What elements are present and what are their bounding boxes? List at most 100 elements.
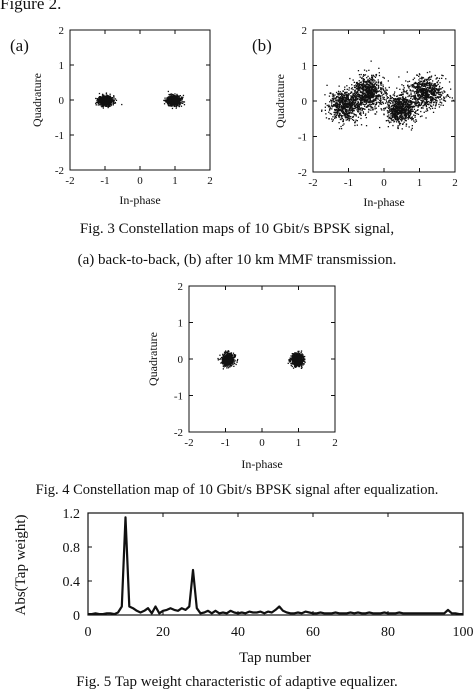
data-point [233, 354, 236, 356]
data-point [390, 97, 392, 100]
data-point [367, 78, 369, 81]
data-point [384, 90, 386, 92]
data-point [428, 103, 430, 105]
data-point [399, 100, 401, 102]
data-point [397, 102, 399, 104]
data-point [372, 107, 374, 109]
data-point [381, 91, 383, 93]
data-point [356, 94, 358, 96]
data-point [396, 110, 398, 112]
data-point [108, 100, 110, 103]
data-point [336, 105, 339, 107]
data-point [365, 94, 367, 96]
data-point [425, 87, 427, 89]
data-point [98, 104, 100, 106]
data-point [355, 105, 357, 108]
data-point [357, 70, 360, 72]
data-point [358, 85, 360, 87]
data-point [169, 104, 171, 106]
data-point [361, 88, 363, 90]
data-point [167, 90, 169, 93]
data-point [342, 112, 345, 114]
data-point [394, 114, 396, 116]
data-point [347, 102, 349, 104]
data-point [372, 83, 374, 85]
data-point [376, 84, 378, 87]
data-point [170, 101, 172, 104]
data-point [426, 83, 428, 85]
data-point [390, 100, 393, 102]
data-point [361, 93, 364, 95]
data-point [428, 87, 430, 89]
data-point [110, 104, 113, 106]
data-point [423, 104, 425, 107]
data-point [110, 100, 112, 103]
data-point [404, 117, 407, 119]
data-point [114, 98, 117, 100]
data-point [347, 117, 349, 119]
data-point [112, 99, 114, 101]
data-point [357, 116, 360, 118]
data-point [367, 75, 369, 77]
data-point [441, 77, 443, 79]
data-point [354, 122, 356, 124]
data-point [391, 108, 394, 110]
data-point [428, 81, 431, 84]
data-point [418, 91, 420, 93]
data-point [173, 101, 175, 103]
data-point [369, 105, 371, 107]
data-point [426, 90, 428, 92]
data-point [408, 111, 410, 113]
data-point [339, 112, 341, 115]
data-point [222, 356, 224, 359]
data-point [382, 86, 384, 88]
data-point [332, 98, 334, 100]
data-point [407, 105, 410, 107]
data-point [422, 80, 424, 82]
data-point [341, 117, 343, 119]
data-point [171, 94, 173, 96]
data-point [406, 102, 408, 104]
data-point [450, 88, 452, 90]
data-point [425, 98, 428, 100]
data-point [358, 87, 360, 89]
data-point [106, 99, 109, 102]
data-point [367, 92, 369, 94]
data-point [99, 100, 102, 103]
data-point [422, 89, 425, 91]
data-point [411, 101, 413, 103]
data-point [170, 104, 173, 106]
data-point [404, 110, 406, 112]
data-point [360, 95, 362, 97]
data-point [372, 94, 374, 96]
data-point [407, 110, 409, 112]
data-point [417, 88, 419, 90]
data-point [391, 112, 393, 115]
data-point [364, 108, 366, 110]
data-point [222, 356, 225, 358]
data-point [432, 111, 435, 113]
data-point [386, 89, 388, 91]
data-point [343, 102, 345, 104]
data-point [402, 91, 405, 93]
data-point [331, 93, 334, 95]
data-point [334, 97, 336, 99]
x-tick-label: 0 [137, 175, 143, 187]
data-point [380, 96, 382, 98]
data-point [178, 103, 180, 105]
data-point [427, 82, 429, 85]
data-point [402, 85, 405, 87]
data-point [408, 104, 410, 106]
data-point [430, 91, 433, 94]
data-point [167, 97, 169, 100]
data-point [402, 93, 404, 95]
x-tick-label: -1 [100, 175, 109, 187]
data-point [339, 109, 341, 111]
data-point [402, 96, 404, 98]
data-point [164, 99, 166, 101]
data-point [371, 93, 373, 95]
data-point [442, 92, 444, 94]
data-point [107, 104, 109, 106]
data-point [397, 104, 400, 106]
